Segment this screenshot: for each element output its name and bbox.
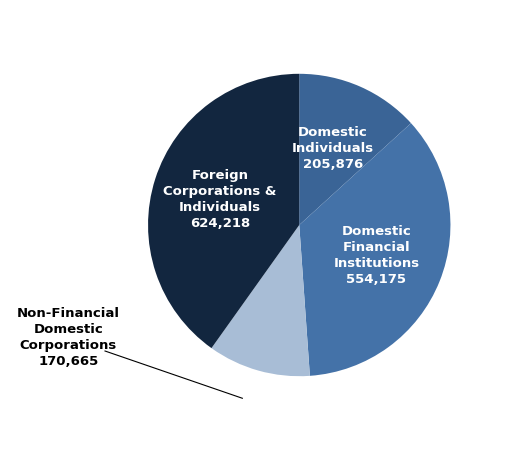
Wedge shape — [299, 74, 411, 225]
Wedge shape — [148, 74, 299, 348]
Text: Foreign
Corporations &
Individuals
624,218: Foreign Corporations & Individuals 624,2… — [163, 169, 277, 230]
Text: Domestic
Financial
Institutions
554,175: Domestic Financial Institutions 554,175 — [333, 225, 419, 286]
Wedge shape — [299, 123, 450, 376]
Text: Domestic
Individuals
205,876: Domestic Individuals 205,876 — [292, 126, 374, 171]
Wedge shape — [212, 225, 310, 376]
Text: Non-Financial
Domestic
Corporations
170,665: Non-Financial Domestic Corporations 170,… — [17, 307, 120, 368]
